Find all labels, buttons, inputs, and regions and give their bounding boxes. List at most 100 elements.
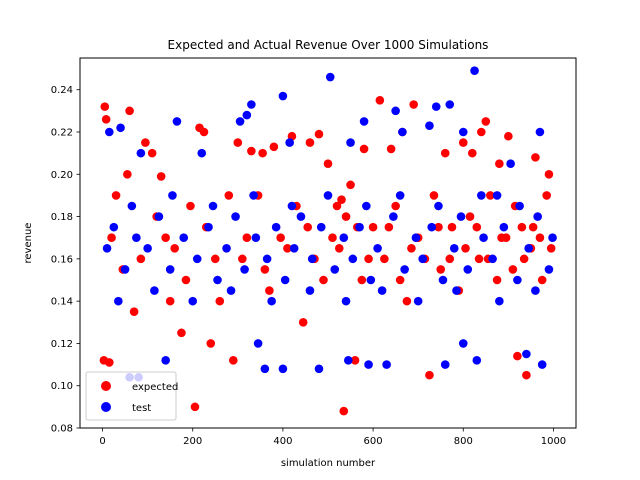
point-test-29 <box>278 364 288 374</box>
point-expected-30 <box>386 144 396 154</box>
point-expected-79 <box>528 222 538 232</box>
legend-marker-expected <box>101 381 111 391</box>
point-expected-8 <box>165 296 175 306</box>
point-expected-90 <box>260 265 270 274</box>
point-expected-65 <box>391 201 400 211</box>
point-test-28 <box>260 364 270 374</box>
point-test-93 <box>323 191 333 200</box>
point-test-17 <box>445 100 455 109</box>
point-expected-43 <box>531 153 540 162</box>
point-test-21 <box>506 159 515 169</box>
point-test-49 <box>222 243 231 253</box>
point-expected-7 <box>156 172 166 181</box>
point-test-75 <box>479 233 488 243</box>
x-tick-label-3: 600 <box>364 436 383 447</box>
point-expected-87 <box>210 254 220 264</box>
point-test-58 <box>307 254 317 264</box>
point-test-5 <box>235 117 245 126</box>
point-test-18 <box>458 127 468 137</box>
point-expected-32 <box>409 100 418 109</box>
y-tick-label-2: 0.12 <box>51 339 73 350</box>
point-expected-92 <box>303 222 313 232</box>
point-expected-17 <box>258 148 267 158</box>
plot-area-frame <box>79 57 577 429</box>
point-expected-86 <box>186 201 195 211</box>
point-test-54 <box>271 222 281 232</box>
point-test-11 <box>346 138 355 147</box>
point-test-68 <box>411 233 421 243</box>
point-expected-64 <box>380 254 389 264</box>
y-tick-label-8: 0.24 <box>51 85 73 96</box>
point-test-41 <box>132 233 141 243</box>
point-test-74 <box>463 265 473 274</box>
point-expected-80 <box>537 275 547 285</box>
point-test-48 <box>213 275 222 285</box>
legend-label-expected: expected <box>132 382 178 393</box>
point-expected-98 <box>395 275 405 285</box>
point-test-3 <box>172 117 182 126</box>
point-expected-73 <box>474 254 484 264</box>
point-expected-50 <box>181 275 191 285</box>
point-expected-41 <box>513 351 522 361</box>
point-test-31 <box>343 356 353 365</box>
point-expected-16 <box>247 146 256 156</box>
point-test-80 <box>533 212 542 221</box>
point-test-32 <box>364 360 373 369</box>
point-test-92 <box>305 286 315 295</box>
point-test-57 <box>296 212 306 221</box>
point-test-13 <box>391 106 400 116</box>
point-expected-72 <box>465 212 475 221</box>
x-tick-label-4: 800 <box>454 436 473 447</box>
point-expected-61 <box>346 180 355 190</box>
point-test-100 <box>452 286 461 295</box>
point-test-101 <box>477 191 486 200</box>
legend-label-test: test <box>132 403 151 414</box>
point-expected-47 <box>129 307 139 317</box>
point-expected-35 <box>458 138 468 147</box>
point-expected-103 <box>461 243 470 253</box>
point-test-9 <box>285 138 294 147</box>
y-tick-label-3: 0.14 <box>51 297 73 308</box>
point-expected-15 <box>233 138 243 147</box>
point-test-94 <box>341 296 351 306</box>
point-expected-0 <box>100 102 110 111</box>
point-test-99 <box>434 201 443 211</box>
legend-marker-test <box>101 402 111 412</box>
point-expected-91 <box>283 243 292 253</box>
point-test-86 <box>188 296 198 306</box>
point-test-12 <box>359 117 369 126</box>
point-test-104 <box>531 286 540 295</box>
point-expected-99 <box>407 243 416 253</box>
point-test-53 <box>262 254 272 264</box>
point-test-43 <box>154 212 164 221</box>
point-test-10 <box>325 72 335 82</box>
point-expected-55 <box>265 286 274 295</box>
point-expected-81 <box>542 191 551 200</box>
x-tick-label-5: 1000 <box>541 436 566 447</box>
point-test-88 <box>226 286 236 295</box>
point-expected-70 <box>447 222 457 232</box>
point-test-66 <box>389 212 398 221</box>
point-expected-5 <box>141 138 150 147</box>
point-expected-88 <box>224 191 234 200</box>
point-expected-85 <box>161 233 170 243</box>
point-test-33 <box>382 360 391 369</box>
point-expected-14 <box>229 356 238 365</box>
point-test-87 <box>208 201 218 211</box>
point-expected-84 <box>136 254 146 264</box>
point-test-73 <box>456 212 466 221</box>
point-test-76 <box>488 254 497 264</box>
point-test-77 <box>499 222 509 232</box>
point-expected-107 <box>508 265 518 274</box>
point-test-2 <box>136 148 146 158</box>
point-test-40 <box>120 265 130 274</box>
point-expected-12 <box>199 127 209 137</box>
point-test-34 <box>440 360 450 369</box>
point-expected-6 <box>147 148 157 158</box>
point-test-44 <box>165 265 175 274</box>
x-tick-label-0: 0 <box>99 436 105 447</box>
point-test-38 <box>102 243 112 253</box>
point-expected-53 <box>238 254 247 264</box>
point-expected-82 <box>111 191 121 200</box>
